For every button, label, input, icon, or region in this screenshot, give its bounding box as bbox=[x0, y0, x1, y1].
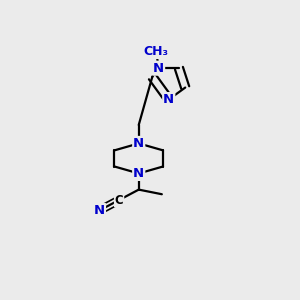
Text: N: N bbox=[133, 167, 144, 180]
Text: N: N bbox=[94, 204, 105, 217]
Text: N: N bbox=[153, 62, 164, 75]
Text: C: C bbox=[115, 194, 123, 206]
Text: N: N bbox=[133, 137, 144, 150]
Text: CH₃: CH₃ bbox=[144, 45, 169, 58]
Text: N: N bbox=[163, 93, 174, 106]
